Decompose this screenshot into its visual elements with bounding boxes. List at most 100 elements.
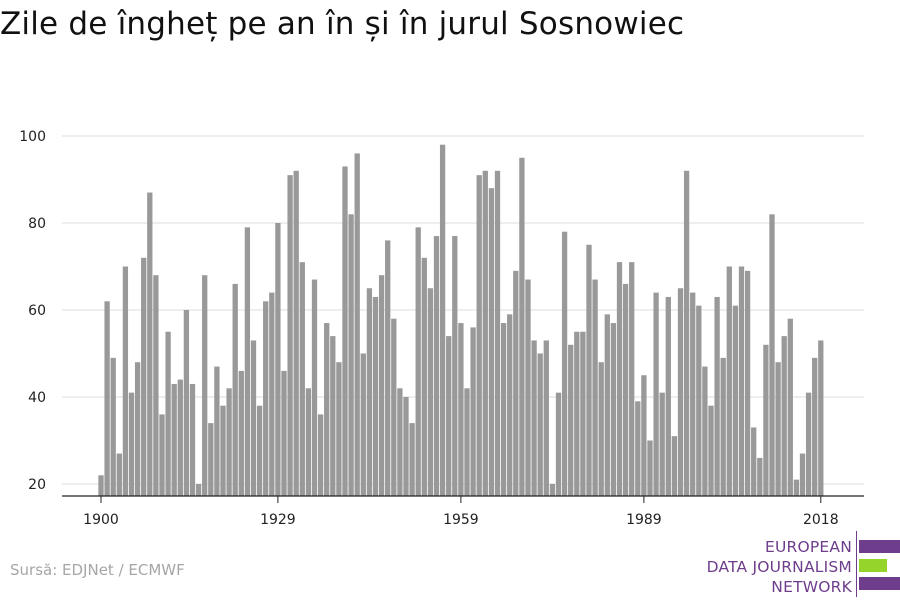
bar: [372, 296, 379, 496]
bar: [714, 296, 720, 496]
bar: [421, 257, 427, 496]
bar: [330, 336, 336, 496]
bar: [757, 457, 763, 496]
bar: [177, 379, 183, 496]
logo-bar-middle: [859, 559, 887, 572]
x-tick-label: 1929: [260, 512, 296, 528]
bar: [799, 453, 806, 496]
bar: [226, 388, 232, 496]
bar: [641, 375, 647, 496]
bar: [439, 144, 446, 496]
bar: [263, 301, 269, 496]
bar: [726, 266, 732, 496]
bar: [342, 166, 348, 496]
bar: [610, 323, 617, 496]
y-tick-label: 80: [28, 216, 46, 232]
bar: [543, 340, 549, 496]
bar: [195, 484, 202, 496]
bar: [98, 475, 104, 496]
bar: [208, 423, 214, 496]
bar: [805, 392, 812, 496]
bar: [446, 336, 452, 496]
bar: [793, 479, 800, 496]
bars: [98, 144, 824, 497]
bar: [482, 170, 488, 497]
bar: [763, 344, 769, 496]
x-tick-label: 2018: [803, 512, 839, 528]
bar: [238, 370, 244, 496]
bar: [690, 292, 696, 496]
bar-chart: 20 40 60 80 100 1900 1929 1959 1989 2018: [19, 129, 864, 528]
bar: [220, 405, 226, 496]
bar: [598, 362, 604, 496]
bar: [787, 318, 793, 496]
x-tick-label: 1959: [443, 512, 479, 528]
bar: [464, 388, 470, 496]
logo-line-1: EUROPEAN: [764, 538, 852, 556]
bar: [683, 170, 690, 497]
bar: [275, 223, 281, 496]
bar: [452, 236, 458, 497]
bar: [324, 323, 330, 496]
logo-text: EUROPEAN DATA JOURNALISM NETWORK: [707, 537, 852, 597]
bar: [159, 414, 165, 496]
bar: [153, 275, 159, 496]
bar: [720, 357, 726, 496]
logo-bar-top: [859, 540, 900, 553]
bar: [128, 392, 135, 496]
bar: [592, 279, 598, 496]
bar: [256, 405, 263, 496]
bar: [561, 231, 568, 496]
bar: [269, 292, 275, 496]
bar: [232, 283, 238, 496]
bar: [604, 314, 610, 496]
chart-title: Zile de îngheț pe an în și în jurul Sosn…: [0, 6, 685, 42]
bar: [385, 240, 391, 496]
bar: [671, 436, 678, 496]
x-axis-tick-labels: 1900 1929 1959 1989 2018: [83, 496, 839, 528]
bar: [525, 279, 531, 496]
logo-line-2: DATA JOURNALISM: [706, 558, 852, 576]
bar: [812, 357, 818, 496]
bar: [366, 288, 373, 496]
bar: [397, 388, 403, 496]
bar: [391, 318, 397, 496]
bar: [665, 296, 671, 496]
y-tick-label: 40: [28, 390, 46, 406]
bar: [732, 305, 739, 496]
bar: [305, 388, 312, 496]
bar: [244, 227, 251, 496]
bar: [500, 323, 507, 496]
bar: [287, 175, 293, 496]
bar: [104, 301, 110, 496]
bar: [659, 392, 665, 496]
bar: [458, 323, 464, 496]
bar: [403, 397, 409, 496]
bar: [531, 340, 537, 496]
bar: [360, 353, 366, 496]
bar: [580, 331, 586, 496]
bar: [568, 344, 574, 496]
edjnet-logo: EUROPEAN DATA JOURNALISM NETWORK: [706, 531, 900, 597]
bar: [378, 275, 385, 496]
bar: [171, 383, 177, 496]
bar: [348, 214, 354, 497]
source-note: Sursă: EDJNet / ECMWF: [10, 561, 185, 579]
x-tick-label: 1900: [83, 512, 119, 528]
logo-line-3: NETWORK: [771, 578, 852, 596]
bar: [183, 310, 190, 496]
bar: [299, 262, 305, 496]
bar: [781, 336, 787, 496]
bar: [488, 188, 495, 496]
bar: [281, 370, 287, 496]
bar: [311, 279, 318, 496]
bar: [616, 262, 623, 496]
bar: [409, 423, 415, 496]
bar: [250, 340, 257, 496]
bar: [818, 340, 824, 496]
bar: [708, 405, 714, 496]
bar: [110, 357, 116, 496]
bar: [165, 331, 171, 496]
bar: [433, 236, 440, 497]
bar: [635, 401, 641, 496]
